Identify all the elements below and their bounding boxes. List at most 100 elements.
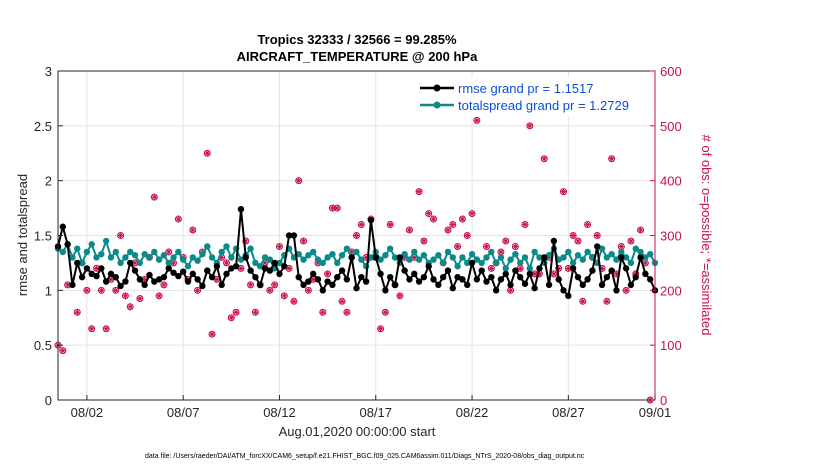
- rmse-series-point: [117, 282, 124, 290]
- obs-assimilated-marker: [473, 117, 480, 124]
- obs-point: [83, 286, 91, 294]
- totalspread-series-point: [478, 259, 485, 267]
- totalspread-series-point: [343, 245, 351, 252]
- rmse-series-point: [391, 281, 399, 289]
- obs-assimilated-marker: [613, 270, 620, 277]
- obs-point: [112, 286, 120, 294]
- obs-assimilated-marker: [334, 205, 341, 212]
- rmse-series-point: [358, 273, 365, 281]
- totalspread-series-point: [521, 254, 529, 261]
- rmse-series-point: [237, 205, 245, 213]
- obs-assimilated-marker: [262, 259, 269, 266]
- rmse-series-point: [271, 259, 278, 267]
- totalspread-series-point: [382, 252, 389, 259]
- obs-assimilated-marker: [310, 276, 317, 283]
- totalspread-series-point: [574, 252, 582, 259]
- rmse-series-point: [122, 278, 129, 285]
- obs-point: [627, 237, 635, 245]
- y-tick-label: 0.5: [34, 338, 52, 353]
- obs-assimilated-marker: [112, 287, 119, 294]
- rmse-series-point: [83, 265, 91, 272]
- rmse-series-point: [179, 268, 187, 275]
- obs-point: [136, 295, 144, 303]
- obs-assimilated-marker: [247, 281, 254, 288]
- obs-assimilated-marker: [122, 292, 129, 299]
- totalspread-series-point: [415, 256, 423, 263]
- rmse-series-point: [189, 270, 197, 278]
- totalspread-series-point: [247, 245, 254, 252]
- obs-assimilated-marker: [459, 216, 466, 223]
- totalspread-series-point: [305, 252, 312, 259]
- obs-point: [174, 215, 182, 223]
- rmse-series-point: [295, 273, 302, 281]
- series-layer: [54, 205, 659, 300]
- legend-marker-totalspread: [433, 101, 441, 109]
- totalspread-series-point: [468, 250, 476, 258]
- totalspread-series-point: [545, 252, 553, 259]
- legend-label-totalspread: totalspread grand pr = 1.2729: [458, 98, 629, 113]
- totalspread-series-point: [127, 248, 134, 256]
- y2-tick-label: 400: [660, 174, 682, 189]
- totalspread-series-point: [497, 254, 505, 261]
- obs-point: [319, 308, 327, 316]
- obs-point: [208, 330, 216, 338]
- rmse-series-point: [589, 267, 596, 274]
- totalspread-series-point: [439, 259, 447, 267]
- totalspread-series-point: [526, 265, 534, 272]
- rmse-series-point: [261, 265, 269, 272]
- rmse-series-point: [127, 259, 134, 267]
- rmse-series-point: [252, 273, 259, 281]
- obs-assimilated-marker: [107, 276, 114, 283]
- rmse-series-point: [603, 273, 611, 281]
- y2-axis-ticks: 0 100 200 300 400 500 600: [650, 64, 682, 408]
- obs-point: [59, 347, 67, 355]
- obs-assimilated-marker: [175, 216, 182, 223]
- obs-assimilated-marker: [305, 287, 312, 294]
- rmse-series-point: [411, 270, 418, 278]
- rmse-series-point: [59, 223, 67, 230]
- obs-point: [203, 149, 211, 157]
- obs-point: [617, 242, 625, 250]
- obs-point: [333, 204, 341, 212]
- obs-point: [271, 281, 279, 289]
- totalspread-series-point: [223, 243, 230, 250]
- rmse-series-point: [194, 276, 201, 283]
- obs-assimilated-marker: [623, 287, 630, 294]
- totalspread-series-point: [565, 248, 572, 256]
- x-tick-label: 08/07: [167, 405, 200, 420]
- rmse-series-point: [550, 237, 558, 245]
- totalspread-series-point: [338, 252, 346, 259]
- totalspread-series-point: [300, 256, 307, 263]
- rmse-series-point: [300, 281, 307, 289]
- totalspread-series-point: [175, 248, 182, 256]
- rmse-series-point: [464, 281, 471, 289]
- obs-assimilated-marker: [396, 292, 403, 299]
- totalspread-series-point: [618, 248, 625, 256]
- totalspread-series-point: [324, 254, 331, 261]
- obs-assimilated-marker: [339, 298, 346, 305]
- obs-point: [637, 226, 645, 234]
- obs-assimilated-marker: [363, 254, 370, 261]
- obs-assimilated-marker: [574, 237, 581, 244]
- totalspread-series-point: [473, 256, 481, 263]
- rmse-series-point: [439, 273, 447, 281]
- obs-assimilated-marker: [522, 221, 529, 228]
- rmse-series-point: [285, 232, 293, 239]
- totalspread-series-point: [632, 245, 639, 252]
- rmse-series-point: [64, 241, 71, 248]
- rmse-series-point: [468, 259, 476, 267]
- rmse-series-point: [223, 270, 230, 278]
- obs-point: [603, 297, 611, 305]
- obs-point: [357, 221, 365, 229]
- rmse-series-point: [343, 276, 351, 283]
- obs-point: [502, 237, 510, 245]
- totalspread-series-point: [155, 256, 163, 263]
- obs-point: [507, 286, 515, 294]
- totalspread-series-point: [387, 245, 394, 252]
- obs-assimilated-marker: [608, 155, 615, 162]
- obs-point: [608, 155, 616, 163]
- obs-point: [251, 308, 259, 316]
- totalspread-series-point: [449, 254, 456, 261]
- x-tick-label: 08/17: [359, 405, 392, 420]
- totalspread-series-point: [646, 250, 654, 258]
